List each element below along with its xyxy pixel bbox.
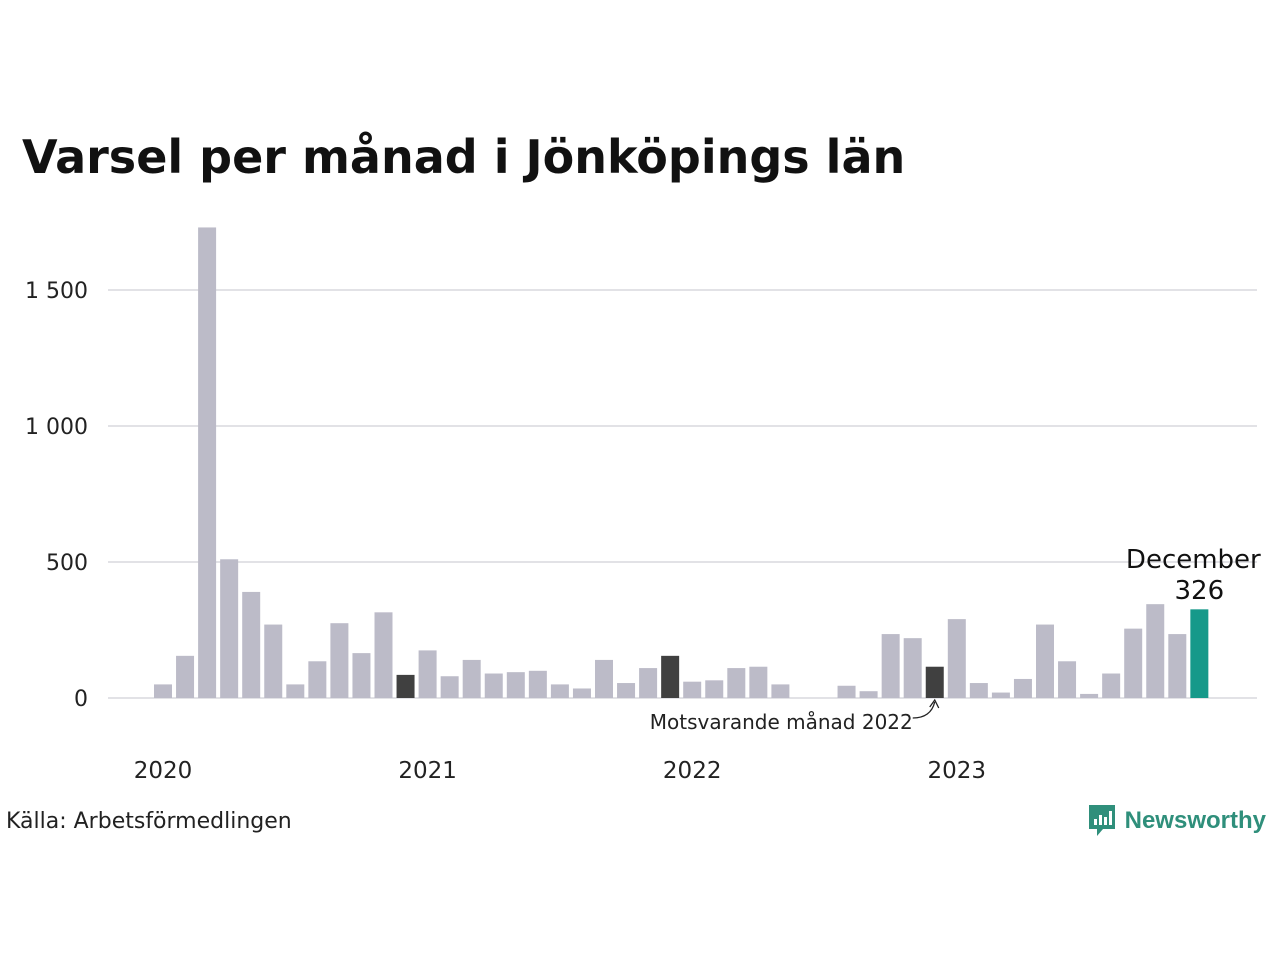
- bar-2023-12: [1190, 609, 1209, 698]
- bar-2021-10: [617, 683, 636, 698]
- bar-2020-12: [396, 674, 415, 698]
- bar-2023-11: [1168, 634, 1187, 698]
- bar-2023-07: [1080, 693, 1099, 698]
- bar-2021-03: [462, 659, 481, 698]
- bar-2020-01: [154, 684, 172, 698]
- bar-2023-06: [1058, 661, 1077, 698]
- annotation-arrow-head: [929, 698, 940, 709]
- bar-2022-01: [683, 681, 702, 698]
- bar-2023-04: [1013, 678, 1032, 698]
- source-note: Källa: Arbetsförmedlingen: [6, 809, 292, 834]
- bar-2020-08: [308, 661, 327, 698]
- bar-chart: 0 500 1 000 1 500 2020 2021 2022 2023 Motsvara…: [25, 227, 1261, 784]
- bar-2022-04: [749, 666, 768, 698]
- y-tick-label: 1 500: [25, 279, 88, 304]
- x-tick-label-2021: 2021: [398, 758, 457, 784]
- bars: [154, 227, 1209, 698]
- bar-2023-10: [1146, 604, 1165, 698]
- bar-2020-06: [264, 624, 283, 698]
- bar-2023-08: [1102, 673, 1121, 698]
- bar-2021-11: [639, 668, 658, 698]
- bar-2022-02: [705, 680, 724, 698]
- bar-2022-05: [771, 684, 790, 698]
- bar-2022-10: [881, 634, 900, 698]
- annotation-arrow-line: [912, 701, 936, 719]
- bar-2020-04: [220, 559, 239, 698]
- bar-2022-03: [727, 668, 746, 698]
- bar-2020-05: [242, 591, 261, 698]
- bar-2020-07: [286, 684, 305, 698]
- bar-2021-09: [595, 659, 613, 698]
- x-tick-label-2020: 2020: [134, 758, 193, 784]
- bar-2020-10: [352, 653, 371, 698]
- bar-2021-04: [484, 673, 503, 698]
- brand-name: Newsworthy: [1124, 807, 1266, 834]
- bar-2020-11: [374, 612, 393, 698]
- bar-2021-01: [418, 650, 437, 698]
- bar-2020-03: [198, 227, 217, 698]
- bar-2021-06: [528, 670, 547, 698]
- annotation-latest-month: December: [1126, 545, 1261, 575]
- annotation-latest-value: 326: [1175, 576, 1225, 606]
- bar-2021-05: [506, 672, 525, 698]
- y-tick-label: 0: [74, 687, 88, 712]
- bar-2021-02: [440, 676, 459, 698]
- bar-2022-12: [925, 666, 944, 698]
- bar-2021-07: [550, 684, 569, 698]
- bar-2020-09: [330, 623, 349, 698]
- x-axis: 2020 2021 2022 2023: [134, 758, 986, 784]
- chart-title: Varsel per månad i Jönköpings län: [22, 130, 906, 184]
- bar-2022-11: [903, 638, 922, 698]
- brand-logo[interactable]: Newsworthy: [1087, 803, 1266, 839]
- annotation-comparison-month: Motsvarande månad 2022: [650, 710, 913, 734]
- bar-2023-01: [947, 619, 966, 698]
- bar-2022-09: [859, 691, 878, 698]
- newsworthy-logo-icon: [1088, 805, 1115, 836]
- bar-2020-02: [176, 655, 195, 698]
- bar-2021-12: [661, 655, 680, 698]
- bar-2022-08: [837, 685, 856, 698]
- bar-2021-08: [572, 688, 591, 698]
- bar-2023-02: [969, 683, 988, 698]
- bar-2023-05: [1036, 624, 1054, 698]
- bar-2023-03: [991, 692, 1010, 698]
- y-axis: 0 500 1 000 1 500: [25, 279, 88, 712]
- y-tick-label: 1 000: [25, 415, 88, 440]
- bar-2023-09: [1124, 628, 1143, 698]
- x-tick-label-2022: 2022: [663, 758, 722, 784]
- y-tick-label: 500: [46, 551, 88, 576]
- x-tick-label-2023: 2023: [928, 758, 987, 784]
